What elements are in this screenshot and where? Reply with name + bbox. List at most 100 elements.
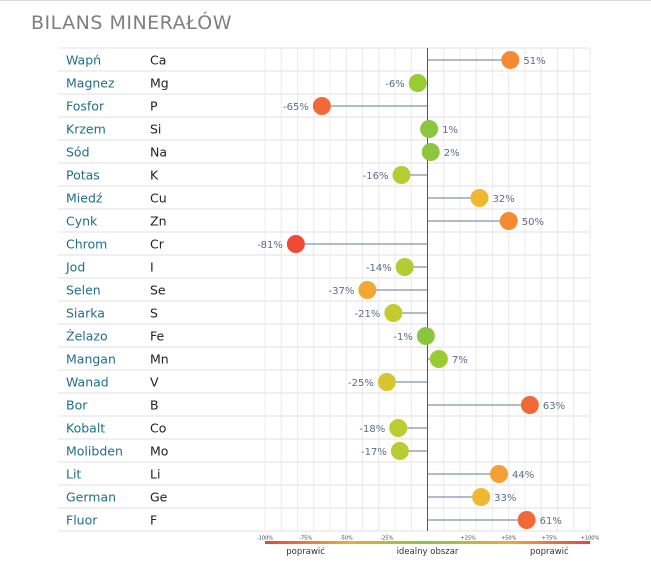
mineral-name: Miedź [66,191,103,206]
lollipop-dot [490,465,508,483]
chart-row: German Ge 33% [66,488,516,506]
value-label: 61% [540,516,562,527]
mineral-symbol: Cu [150,191,167,206]
chart-row: Mangan Mn 7% [66,350,468,368]
chart-row: Lit Li 44% [66,465,534,483]
lollipop-dot [377,373,396,391]
chart-row: Sód Na 2% [66,143,460,161]
mineral-name: Lit [66,467,81,482]
chart-row: Żelazo Fe -1% [66,327,435,345]
value-label: -1% [393,332,412,343]
chart-row: Magnez Mg -6% [66,74,428,92]
value-label: -37% [329,286,355,297]
x-tick-label: +100% [581,536,600,542]
x-axis: -100% -75% -50% -25% +25% +50% +75% +100% popraw… [257,536,600,558]
mineral-symbol: Si [150,122,161,137]
x-tick-label: +75% [542,536,558,542]
lollipop-dot [499,212,518,230]
mineral-name: Selen [66,283,101,298]
chart-row: Potas K -16% [66,166,428,184]
value-label: 33% [494,493,516,504]
lollipop-dot [420,120,439,138]
mineral-symbol: Mo [150,444,168,459]
lollipop-dot [392,166,411,184]
lollipop-dot [389,419,408,437]
value-label: 63% [543,401,565,412]
chart-row: Chrom Cr -81% [66,235,428,253]
chart-row: Miedź Cu 32% [66,189,515,207]
x-tick-label: -75% [299,536,312,542]
mineral-symbol: Li [150,467,160,482]
mineral-name: Potas [66,168,100,183]
mineral-symbol: Cr [150,237,165,252]
chart-row: Selen Se -37% [66,281,428,299]
lollipop-dot [517,511,536,529]
mineral-name: German [66,490,116,505]
chart-row: Kobalt Co -18% [66,419,428,437]
chart-row: Fluor F 61% [66,511,562,529]
chart-row: Jod I -14% [65,258,428,276]
zone-label: poprawić [286,546,325,557]
mineral-name: Siarka [66,306,105,321]
value-label: -16% [363,171,389,182]
chart-row: Molibden Mo -17% [66,442,428,460]
x-tick-label: +50% [501,536,517,542]
value-label: 32% [493,194,515,205]
mineral-symbol: V [150,375,159,390]
chart-row: Siarka S -21% [66,304,428,322]
lollipop-dot [501,51,520,69]
mineral-name: Fluor [66,513,98,528]
mineral-name: Wapń [66,53,101,68]
chart-row: Fosfor P -65% [66,97,428,115]
grid-lines [58,47,591,532]
top-divider [0,0,651,1]
value-label: -6% [385,79,404,90]
x-tick-label: +25% [460,536,476,542]
value-label: -18% [359,424,385,435]
mineral-name: Bor [66,398,88,413]
value-label: 44% [512,470,534,481]
value-label: -21% [355,309,381,320]
mineral-name: Sód [66,145,90,160]
mineral-name: Jod [65,260,85,275]
value-label: 7% [452,355,468,366]
mineral-name: Cynk [66,214,98,229]
mineral-name: Magnez [66,76,115,91]
mineral-symbol: Co [150,421,166,436]
value-label: -25% [348,378,374,389]
value-label: -65% [283,102,309,113]
lollipop-dot [395,258,414,276]
chart-row: Krzem Si 1% [66,120,458,138]
mineral-symbol: Ge [150,490,168,505]
chart-row: Wanad V -25% [66,373,428,391]
mineral-name: Kobalt [66,421,105,436]
value-label: 1% [442,125,458,136]
x-tick-label: -25% [380,536,393,542]
mineral-name: Mangan [66,352,116,367]
mineral-name: Żelazo [66,329,108,344]
mineral-symbol: F [150,513,157,528]
mineral-symbol: S [150,306,158,321]
lollipop-dot [408,74,427,92]
scale-gradient-bar [265,541,590,544]
value-label: -17% [361,447,387,458]
mineral-symbol: Zn [150,214,167,229]
mineral-symbol: Mn [150,352,169,367]
lollipop-dot [286,235,305,253]
value-label: 2% [444,148,460,159]
mineral-symbol: I [150,260,154,275]
lollipop-dot [358,281,377,299]
chart-title: BILANS MINERAŁÓW [31,12,233,34]
mineral-symbol: Mg [150,76,169,91]
mineral-name: Chrom [66,237,107,252]
value-label: 51% [523,56,545,67]
lollipop-dot [384,304,403,322]
value-label: -81% [257,240,283,251]
chart-rows: Wapń Ca 51% Magnez Mg -6% Fosfor P -65% Krzem Si 1%… [65,51,565,529]
lollipop-dot [429,350,448,368]
zone-label: idealny obszar [397,547,459,557]
mineral-name: Krzem [66,122,106,137]
lollipop-dot [421,143,440,161]
lollipop-dot [312,97,331,115]
mineral-name: Fosfor [66,99,105,114]
